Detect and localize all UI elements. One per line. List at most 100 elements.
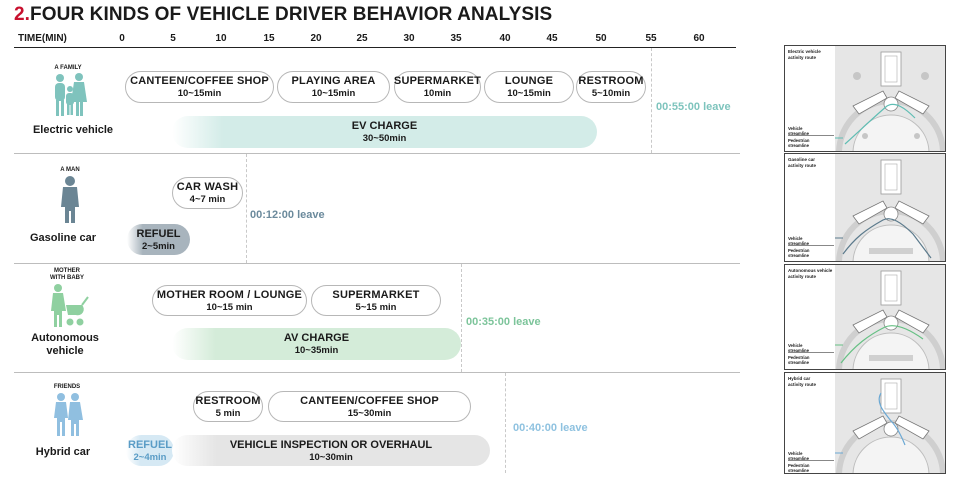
route-panel-gasoline: Gasoline car activity route Vehicle stre… [784,153,946,262]
activity-duration: 10~15 min [206,301,253,313]
leave-time: 00:55:00 leave [656,101,731,113]
site-plan-map [835,154,945,261]
panel-title: Autonomous vehicle activity route [788,268,833,279]
activity-lounge: LOUNGE 10~15min [484,71,574,103]
row-divider [14,153,740,154]
route-panel-autonomous: Autonomous vehicle activity route Vehicl… [784,264,946,370]
activity-duration: 4~7 min [189,194,226,205]
leave-marker-line [505,373,506,473]
leave-marker-line [246,154,247,263]
activity-restroom: RESTROOM 5~10min [576,71,646,103]
activity-restroom: RESTROOM 5 min [193,391,263,422]
av-charge-bar: AV CHARGE 10~35min [172,328,461,360]
tick-10: 10 [215,33,227,44]
activity-name: CANTEEN/COFFEE SHOP [300,394,439,407]
activity-duration: 5~10min [591,88,631,99]
site-plan-map [835,373,945,473]
mother-with-baby-icon [51,284,89,327]
activity-name: PLAYING AREA [291,75,376,87]
site-plan-map [835,46,945,151]
inspection-bar: VEHICLE INSPECTION OR OVERHAUL 10~30min [172,435,490,466]
title-text: FOUR KINDS OF VEHICLE DRIVER BEHAVIOR AN… [30,4,553,25]
activity-supermarket: SUPERMARKET 10min [394,71,481,103]
family-icon [55,73,87,116]
activity-name: RESTROOM [195,394,261,407]
activity-canteen: CANTEEN/COFFEE SHOP 10~15min [125,71,274,103]
activity-name: SUPERMARKET [332,288,420,301]
bar-name: REFUEL [136,227,181,240]
group-label: A MAN [60,167,80,173]
route-panel-hybrid: Hybrid car activity route Vehicle stream… [784,372,946,474]
vehicle-name: Electric vehicle [32,124,114,136]
activity-name: LOUNGE [504,75,554,87]
tick-35: 35 [450,33,462,44]
vehicle-name: Hybrid car [35,446,91,458]
activity-canteen: CANTEEN/COFFEE SHOP 15~30min [268,391,471,422]
group-label: A FAMILY [54,65,82,71]
bar-name: AV CHARGE [283,332,350,344]
legend-vehicle: Vehicle streamline [788,451,809,461]
page-title: 2.FOUR KINDS OF VEHICLE DRIVER BEHAVIOR … [14,4,552,26]
tick-25: 25 [356,33,368,44]
bar-name: REFUEL [128,438,172,451]
leave-marker-line [461,264,462,372]
tick-60: 60 [693,33,705,44]
activity-name: RESTROOM [578,75,644,87]
refuel-bar: REFUEL 2~4min [126,435,174,466]
man-icon [61,176,79,223]
tick-55: 55 [645,33,657,44]
tick-0: 0 [119,33,125,44]
legend-divider [788,135,834,136]
activity-car-wash: CAR WASH 4~7 min [172,177,243,209]
vehicle-name: Autonomous vehicle [31,332,99,357]
legend-vehicle: Vehicle streamline [788,126,809,136]
activity-name: SUPERMARKET [393,75,482,87]
activity-mother-room: MOTHER ROOM / LOUNGE 10~15 min [152,285,307,316]
title-number: 2. [14,4,31,25]
axis-line [14,47,736,48]
bar-duration: 30~50min [362,133,407,144]
tick-5: 5 [170,33,176,44]
leave-time: 00:12:00 leave [250,209,325,221]
leave-time: 00:35:00 leave [466,316,541,328]
activity-playing-area: PLAYING AREA 10~15min [277,71,390,103]
legend-divider [788,460,834,461]
legend-divider [788,245,834,246]
legend-divider [788,352,834,353]
row-divider [14,372,740,373]
tick-20: 20 [310,33,322,44]
leave-time: 00:40:00 leave [513,422,588,434]
tick-40: 40 [499,33,511,44]
tick-50: 50 [595,33,607,44]
route-panel-electric: Electric vehicle activity route Vehicle … [784,45,946,152]
activity-duration: 5~15 min [355,301,397,313]
legend-pedestrian: Pedestrian streamline [788,138,810,148]
friends-icon [54,393,83,436]
legend-vehicle: Vehicle streamline [788,236,809,246]
bar-name: VEHICLE INSPECTION OR OVERHAUL [229,438,433,451]
group-label: MOTHER WITH BABY [50,268,84,281]
legend-vehicle: Vehicle streamline [788,343,809,353]
ev-charge-bar: EV CHARGE 30~50min [172,116,597,148]
activity-duration: 10~15min [177,88,222,99]
tick-15: 15 [263,33,275,44]
legend-pedestrian: Pedestrian streamline [788,248,810,258]
activity-duration: 10min [423,88,452,99]
row-divider [14,263,740,264]
group-label: FRIENDS [53,384,81,390]
panel-title: Hybrid car activity route [788,376,817,387]
panel-title: Electric vehicle activity route [788,49,821,60]
tick-30: 30 [403,33,415,44]
site-plan-map [835,265,945,369]
activity-duration: 5 min [215,407,241,419]
activity-supermarket: SUPERMARKET 5~15 min [311,285,441,316]
activity-duration: 10~15min [311,88,356,99]
legend-pedestrian: Pedestrian streamline [788,463,810,473]
activity-name: CAR WASH [176,181,239,193]
legend-pedestrian: Pedestrian streamline [788,355,810,365]
bar-duration: 10~35min [294,345,339,356]
panel-title: Gasoline car activity route [788,157,817,168]
activity-name: MOTHER ROOM / LOUNGE [156,288,303,301]
vehicle-name: Gasoline car [29,232,97,244]
bar-duration: 10~30min [309,451,353,463]
